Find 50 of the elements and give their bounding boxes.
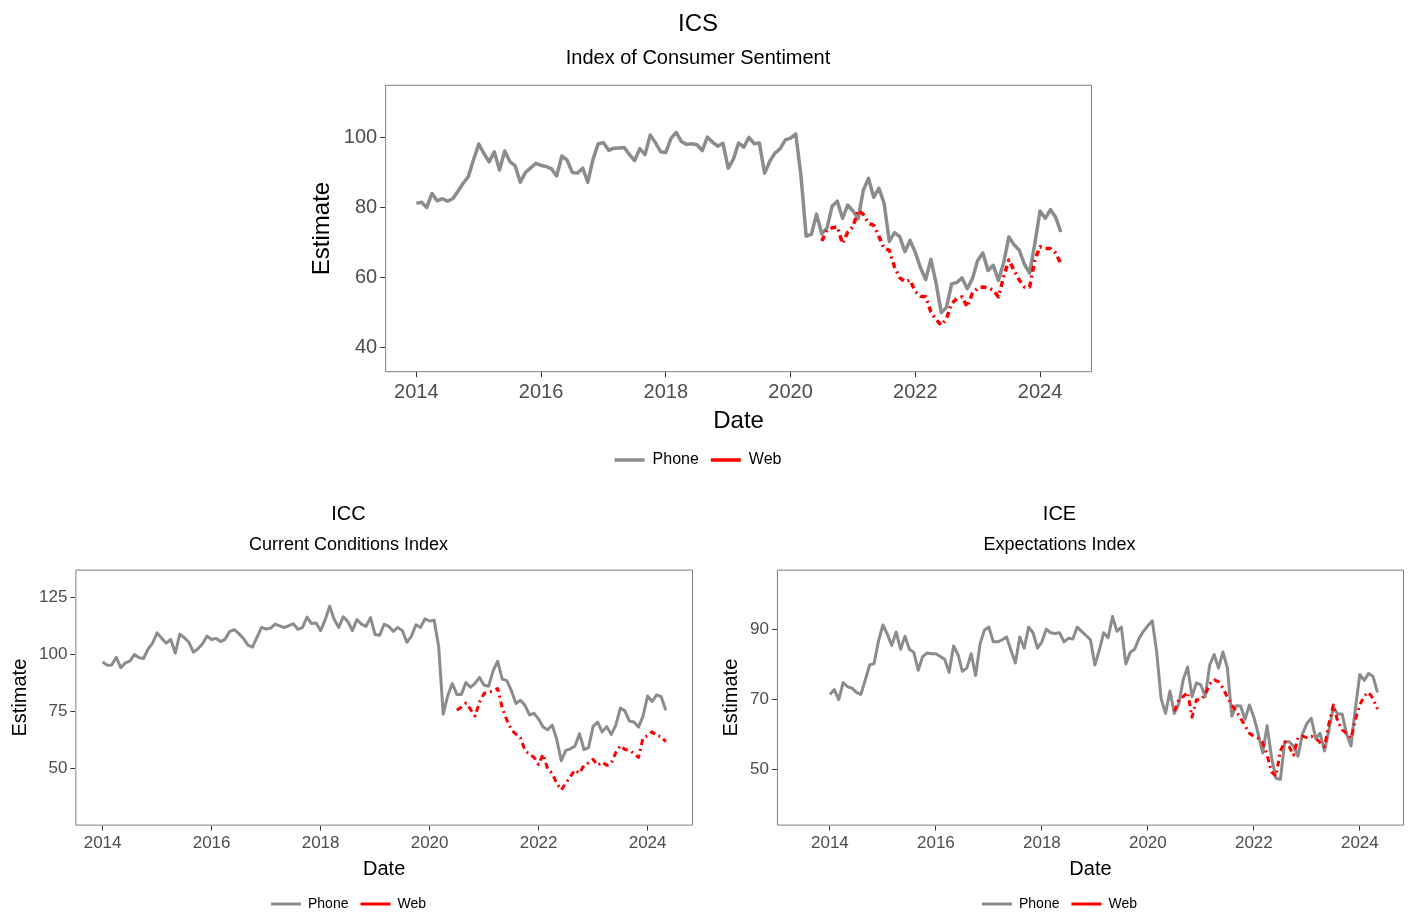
x-tick-label: 2016 (518, 379, 564, 402)
y-tick-label: 40 (354, 335, 378, 358)
y-tick-label: 75 (48, 701, 68, 720)
chart-title: ICC (331, 501, 366, 524)
legend-label: Web (748, 450, 782, 468)
legend-label: Phone (1018, 894, 1060, 911)
chart-subtitle: Index of Consumer Sentiment (565, 46, 831, 69)
x-tick-label: 2016 (916, 833, 955, 853)
line-series (455, 686, 668, 792)
x-tick-label: 2014 (83, 833, 122, 853)
x-tick-label: 2018 (1022, 833, 1061, 853)
x-tick-label: 2020 (410, 833, 449, 853)
y-axis-title: Estimate (7, 658, 30, 737)
x-axis-title: Date (713, 406, 764, 434)
x-tick-label: 2014 (810, 833, 849, 853)
chart-title: ICS (677, 9, 719, 37)
x-tick-label: 2020 (768, 379, 813, 402)
x-axis-title: Date (363, 856, 406, 879)
x-tick-label: 2022 (893, 379, 938, 402)
x-tick-label: 2014 (394, 379, 439, 402)
y-tick-label: 90 (749, 618, 769, 638)
x-tick-label: 2022 (519, 833, 558, 853)
line-series (819, 208, 1063, 327)
y-axis-title: Estimate (718, 658, 741, 737)
chart-title: ICE (1042, 501, 1077, 524)
x-tick-label: 2020 (1128, 833, 1167, 853)
x-tick-label: 2016 (192, 833, 231, 853)
x-tick-label: 2018 (301, 833, 340, 853)
y-tick-label: 100 (343, 124, 378, 147)
y-tick-label: 100 (38, 643, 68, 663)
y-axis-title: Estimate (307, 181, 335, 276)
x-tick-label: 2018 (643, 379, 689, 402)
legend-label: Phone (652, 450, 699, 468)
y-tick-label: 50 (749, 759, 769, 779)
x-axis-title: Date (1069, 856, 1112, 879)
legend-label: Web (1108, 894, 1138, 911)
line-series (1172, 678, 1379, 778)
y-tick-label: 80 (354, 194, 378, 217)
legend-label: Phone (307, 894, 349, 911)
x-tick-label: 2022 (1234, 833, 1273, 853)
y-tick-label: 60 (354, 265, 378, 288)
chart-subtitle: Current Conditions Index (248, 533, 449, 554)
y-tick-label: 125 (38, 586, 68, 606)
chart-subtitle: Expectations Index (983, 533, 1136, 554)
legend-label: Web (397, 894, 427, 911)
y-tick-label: 70 (749, 689, 769, 709)
y-tick-label: 50 (48, 758, 68, 778)
x-tick-label: 2024 (1017, 379, 1063, 402)
x-tick-label: 2024 (628, 833, 667, 853)
x-tick-label: 2024 (1340, 833, 1379, 853)
